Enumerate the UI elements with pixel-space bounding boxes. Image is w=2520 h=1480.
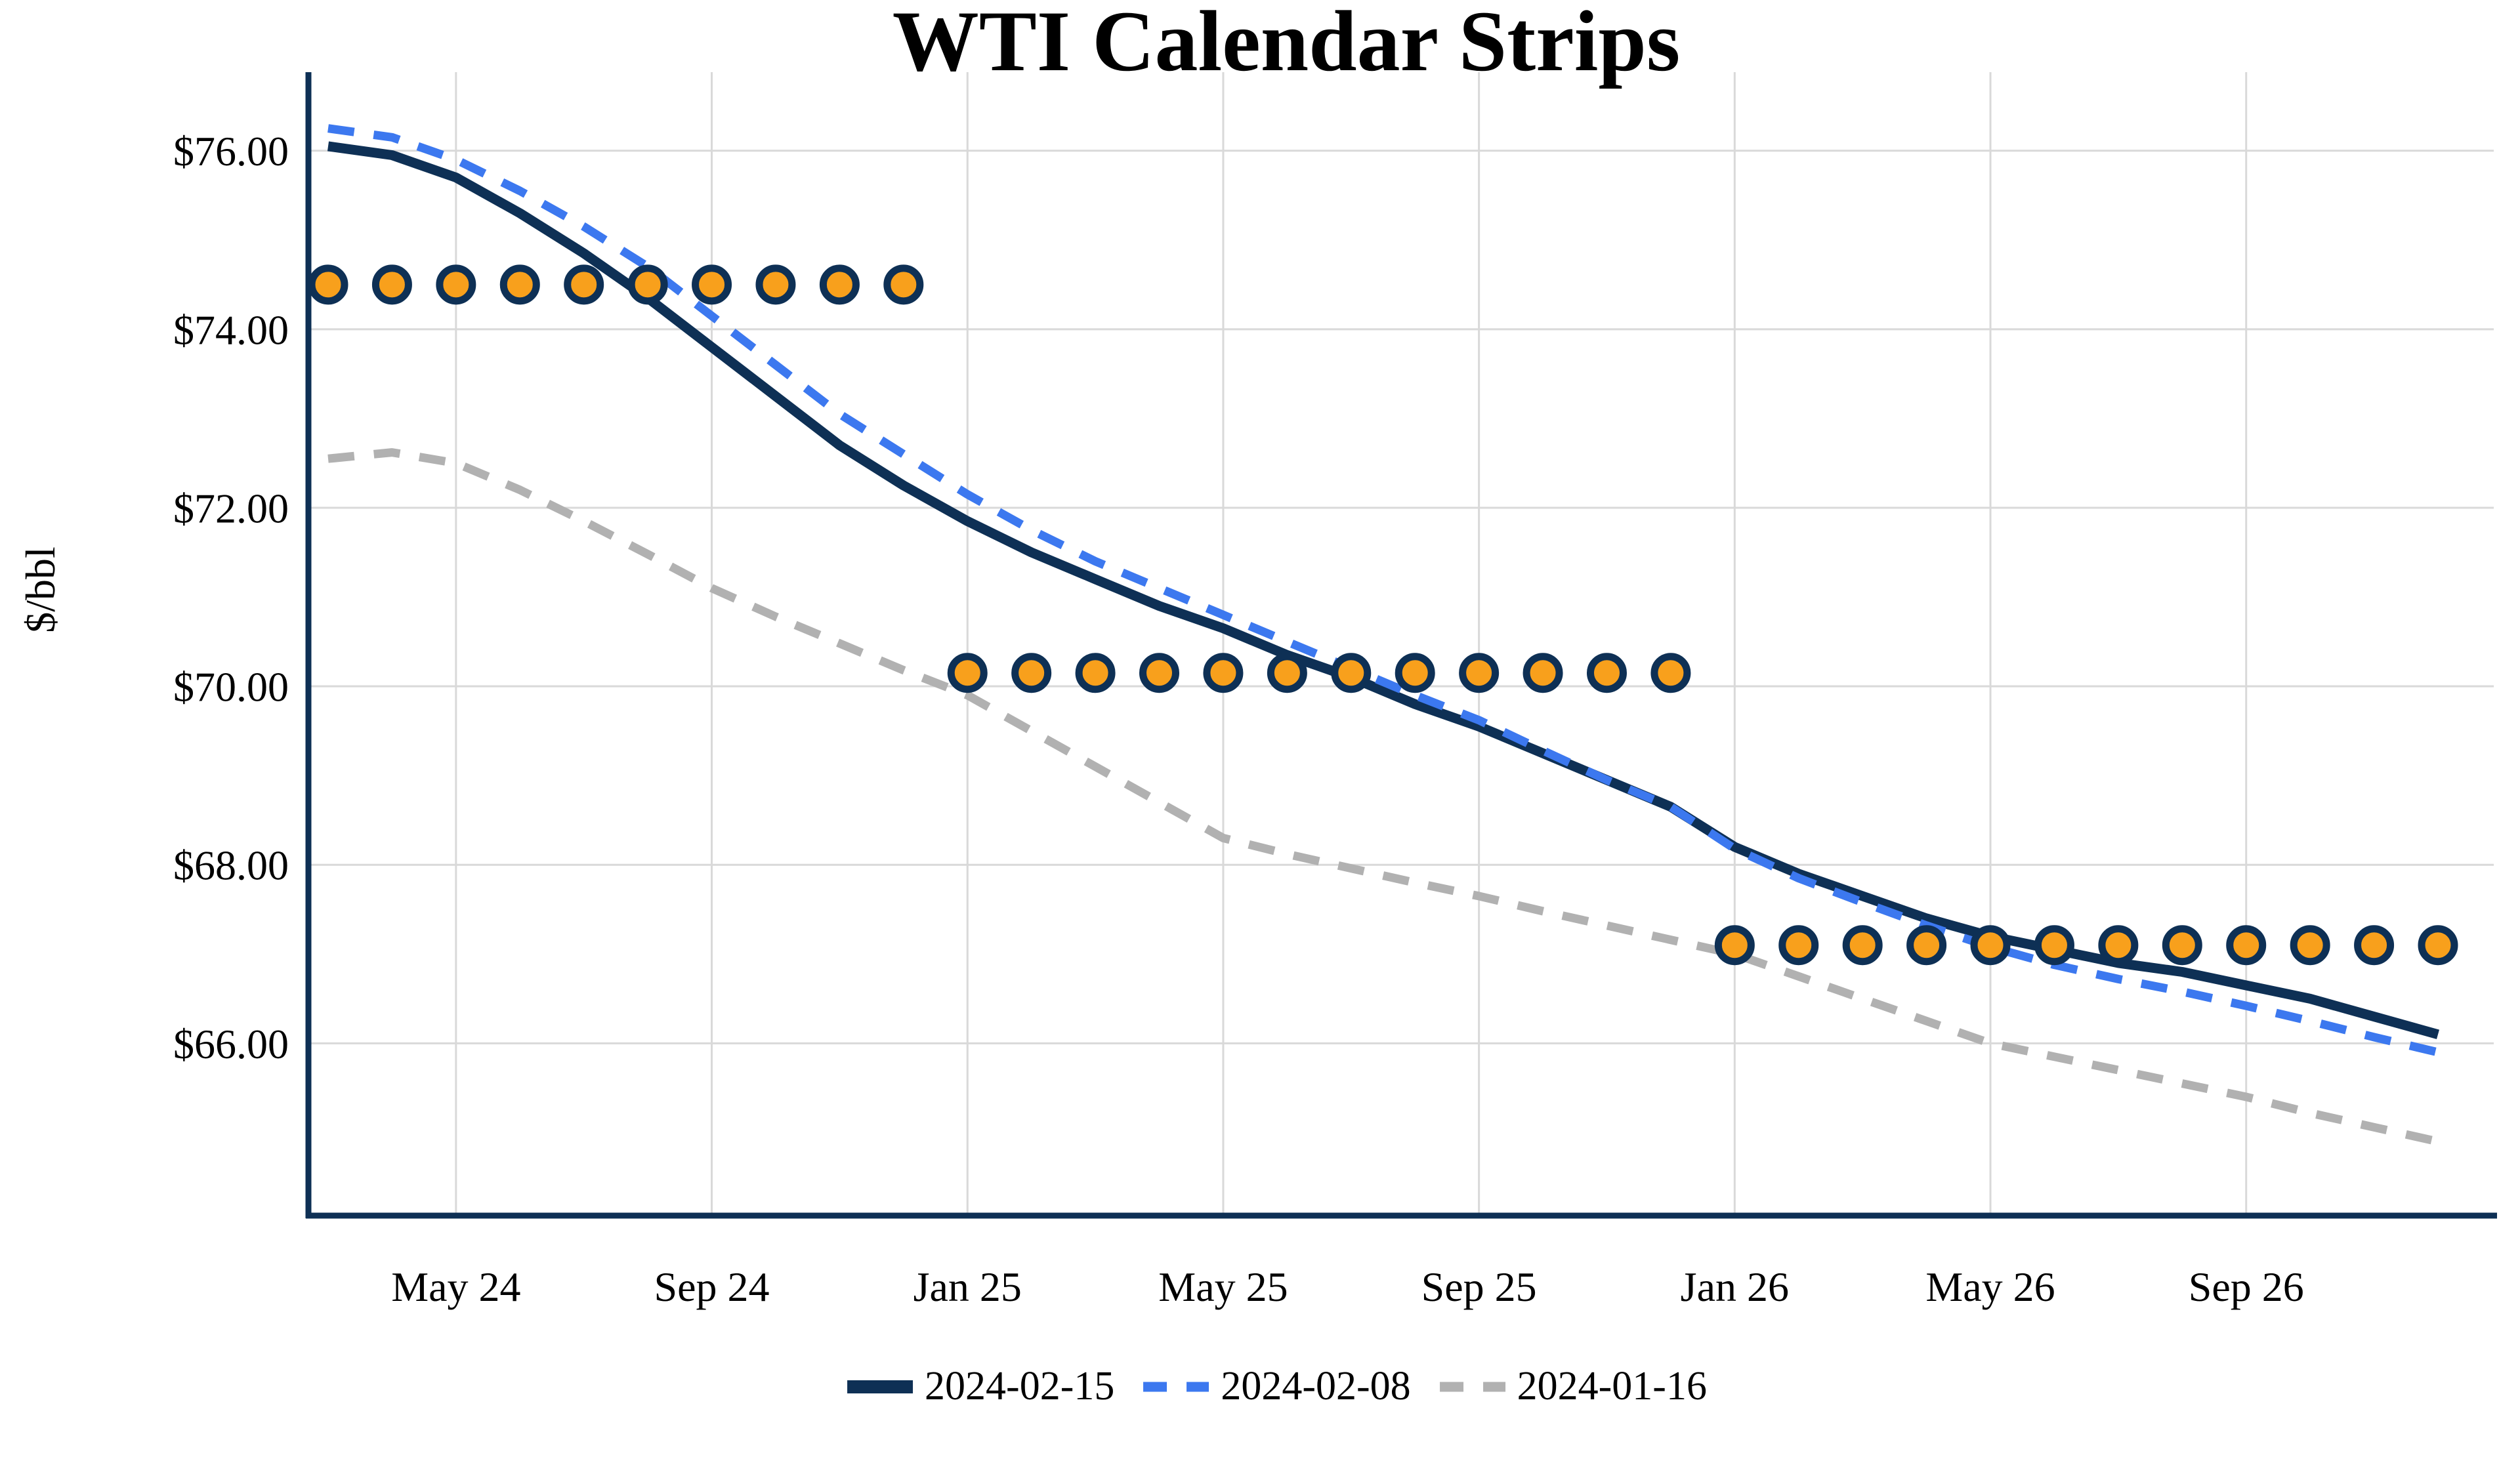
strip-marker: [627, 264, 668, 305]
strip-marker: [2098, 925, 2139, 966]
legend-item: 2024-02-15: [846, 1363, 1114, 1410]
legend: 2024-02-15 2024-02-08 2024-01-16: [846, 1363, 1707, 1410]
legend-label: 2024-01-16: [1517, 1364, 1707, 1408]
strip-marker: [1011, 653, 1052, 693]
strip-marker: [883, 264, 924, 305]
y-tick-label: $74.00: [173, 306, 289, 353]
strip-marker: [1331, 653, 1372, 693]
y-tick-label: $66.00: [173, 1021, 289, 1067]
strip-marker: [755, 264, 796, 305]
strip-marker: [1586, 653, 1627, 693]
y-tick-label: $70.00: [173, 664, 289, 710]
legend-item: 2024-02-08: [1142, 1363, 1411, 1410]
page-title: WTI Calendar Strips: [892, 0, 1681, 89]
x-tick-label: Sep 26: [2189, 1264, 2304, 1310]
strip-marker: [2354, 925, 2395, 966]
strip-marker: [1714, 925, 1755, 966]
strip-marker: [1139, 653, 1180, 693]
x-tick-label: May 25: [1158, 1264, 1288, 1310]
strip-marker: [2290, 925, 2330, 966]
strip-marker: [1650, 653, 1691, 693]
strip-marker: [2226, 925, 2267, 966]
legend-label: 2024-02-08: [1221, 1364, 1411, 1408]
legend-item: 2024-01-16: [1438, 1363, 1707, 1410]
strip-marker: [436, 264, 476, 305]
strip-marker: [1970, 925, 2011, 966]
series-line-2024-02-15: [327, 141, 2440, 1040]
strip-marker: [499, 264, 540, 305]
strip-marker: [308, 264, 348, 305]
y-tick-label: $72.00: [173, 485, 289, 531]
strip-marker: [2034, 925, 2074, 966]
strip-marker: [819, 264, 860, 305]
legend-swatch-solid-line: [847, 1380, 914, 1393]
x-tick-label: Jan 25: [914, 1264, 1022, 1310]
x-tick-label: May 24: [391, 1264, 520, 1310]
strip-marker: [1395, 653, 1435, 693]
strip-marker: [947, 653, 988, 693]
strip-marker: [1203, 653, 1244, 693]
strip-marker: [1459, 653, 1500, 693]
strip-marker: [1075, 653, 1116, 693]
x-tick-label: Sep 24: [654, 1264, 770, 1310]
strip-marker: [1267, 653, 1307, 693]
legend-swatch-dashed-line: [1143, 1382, 1209, 1391]
strip-marker: [1778, 925, 1819, 966]
strip-marker: [371, 264, 412, 305]
strip-marker: [692, 264, 732, 305]
strip-marker: [564, 264, 604, 305]
strip-marker: [1906, 925, 1947, 966]
series-line-2024-02-08: [327, 124, 2439, 1057]
x-tick-label: May 26: [1925, 1264, 2055, 1310]
series-line-2024-01-16: [327, 448, 2439, 1146]
legend-swatch-dashed-line: [1439, 1382, 1505, 1391]
x-tick-label: Jan 26: [1681, 1264, 1789, 1310]
strip-marker: [1842, 925, 1883, 966]
strip-marker: [1522, 653, 1563, 693]
x-tick-label: Sep 25: [1421, 1264, 1537, 1310]
strip-marker: [2162, 925, 2202, 966]
legend-label: 2024-02-15: [925, 1364, 1115, 1408]
y-tick-label: $68.00: [173, 842, 289, 889]
y-tick-label: $76.00: [173, 128, 289, 175]
strip-marker: [2418, 925, 2458, 966]
